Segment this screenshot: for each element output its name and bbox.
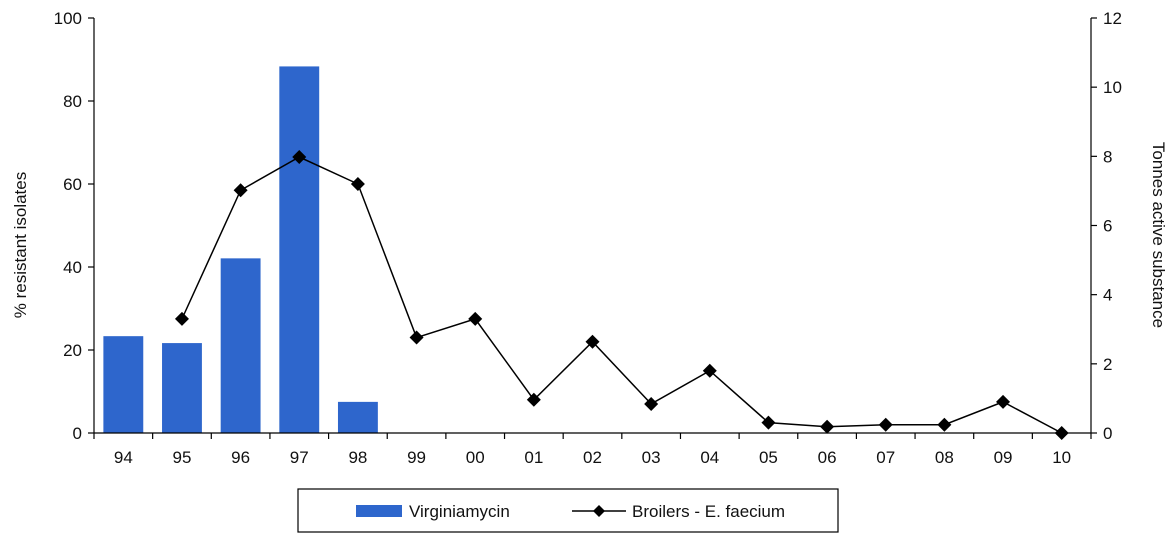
point-96 [233,183,248,198]
point-06 [820,419,835,434]
bar-group [103,66,378,434]
y-tick-right-label: 6 [1103,217,1112,236]
y-axis-label-left: % resistant isolates [11,172,30,318]
point-08 [937,417,952,432]
y-tick-right-label: 10 [1103,78,1122,97]
x-tick-label: 04 [700,448,719,467]
y-tick-left-label: 0 [73,424,82,443]
x-tick-label: 00 [466,448,485,467]
point-01 [526,392,541,407]
point-09 [996,394,1011,409]
x-tick-label: 09 [994,448,1013,467]
x-tick-label: 95 [173,448,192,467]
legend: Virginiamycin Broilers - E. faecium [297,488,839,533]
legend-swatch-bar [356,505,402,517]
series-line [181,156,1063,434]
bar-98 [337,401,378,433]
point-95 [174,311,189,326]
point-00 [468,311,483,326]
point-05 [761,415,776,430]
y-tick-right-label: 2 [1103,355,1112,374]
x-tick-label: 94 [114,448,133,467]
y-tick-left-label: 80 [63,92,82,111]
legend-label-line: Broilers - E. faecium [632,502,785,521]
point-99 [409,330,424,345]
bar-94 [103,336,144,433]
y-tick-right-label: 4 [1103,286,1112,305]
x-tick-label: 01 [524,448,543,467]
bar-97 [279,66,320,434]
x-tick-label: 03 [642,448,661,467]
legend-swatch-marker [593,505,605,517]
x-tick-label: 96 [231,448,250,467]
x-tick-label: 05 [759,448,778,467]
x-tick-label: 10 [1052,448,1071,467]
x-tick-label: 97 [290,448,309,467]
x-tick-label: 98 [348,448,367,467]
legend-label-bar: Virginiamycin [409,502,510,521]
bar-96 [220,258,261,433]
point-97 [292,150,307,165]
y-tick-right-label: 0 [1103,424,1112,443]
point-07 [878,417,893,432]
y-axis-label-right: Tonnes active substance [1149,142,1168,328]
point-03 [644,396,659,411]
line-group [174,150,1069,440]
point-04 [702,363,717,378]
x-tick-label: 99 [407,448,426,467]
bar-95 [162,343,202,433]
legend-box [297,488,839,533]
y-tick-right-label: 12 [1103,9,1122,28]
x-tick-label: 07 [876,448,895,467]
x-tick-label: 08 [935,448,954,467]
y-tick-left-label: 40 [63,258,82,277]
point-98 [350,177,365,191]
y-tick-left-label: 20 [63,341,82,360]
y-tick-left-label: 60 [63,175,82,194]
x-tick-label: 06 [818,448,837,467]
point-02 [585,334,600,349]
x-tick-label: 02 [583,448,602,467]
y-tick-right-label: 8 [1103,147,1112,166]
y-tick-left-label: 100 [54,9,82,28]
